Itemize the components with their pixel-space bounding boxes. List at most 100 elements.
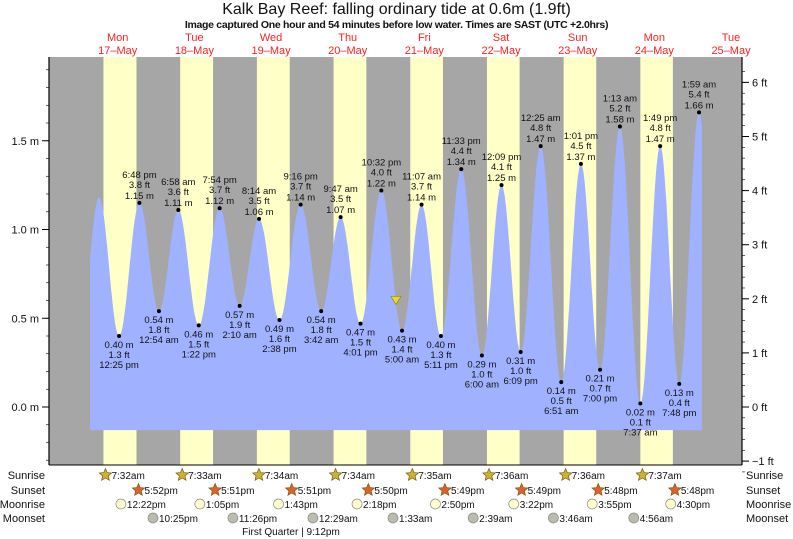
high-tide-point	[658, 144, 663, 149]
sunset-time: 5:51pm	[298, 486, 331, 497]
low-tide-meters: 0.47 m	[346, 328, 375, 339]
high-tide-feet: 4.1 ft	[491, 162, 512, 173]
sunset-icon	[437, 482, 452, 497]
low-tide-time: 3:42 am	[304, 335, 338, 346]
moon-phase-label: First Quarter | 9:12pm	[242, 527, 340, 538]
moonset-time: 10:25pm	[159, 514, 198, 525]
low-tide-time: 6:09 pm	[504, 376, 538, 387]
high-tide-meters: 1.66 m	[684, 100, 713, 111]
high-tide-point	[217, 206, 222, 211]
high-tide-point	[499, 183, 504, 188]
low-tide-time: 5:11 pm	[424, 360, 458, 371]
low-tide-point	[438, 334, 443, 338]
moonrise-icon	[430, 498, 441, 510]
moonset-time: 12:29am	[319, 514, 358, 525]
low-tide-point	[156, 309, 161, 314]
high-tide-time: 12:25 am	[521, 113, 561, 124]
high-tide-feet: 5.4 ft	[688, 89, 709, 100]
high-tide-time: 9:16 pm	[283, 172, 317, 183]
left-tick-label: 0.5 m	[11, 313, 39, 325]
moonset-icon	[467, 512, 479, 524]
low-tide-point	[237, 303, 242, 308]
low-tide-time: 7:48 pm	[662, 408, 696, 419]
low-tide-meters: 0.40 m	[426, 340, 455, 351]
sunset-row-label-right: Sunset	[746, 485, 780, 497]
low-tide-meters: 0.29 m	[467, 360, 496, 371]
high-tide-time: 6:58 am	[161, 177, 195, 188]
low-tide-time: 12:25 pm	[99, 360, 139, 371]
high-tide-feet: 3.6 ft	[168, 187, 189, 198]
high-tide-time: 8:14 am	[242, 186, 276, 197]
high-tide-feet: 4.8 ft	[530, 123, 551, 134]
high-tide-meters: 1.12 m	[205, 196, 234, 207]
right-tick-label: 2 ft	[752, 294, 767, 306]
high-tide-meters: 1.15 m	[125, 191, 154, 202]
high-tide-time: 11:33 pm	[442, 136, 481, 147]
low-tide-time: 4:01 pm	[343, 348, 377, 359]
day-date-label: 20–May	[328, 45, 368, 57]
sunrise-icon	[405, 467, 420, 482]
day-name-label: Mon	[644, 32, 665, 44]
sunset-icon	[361, 482, 376, 497]
high-tide-time: 1:13 am	[603, 94, 637, 105]
high-tide-point	[419, 202, 424, 207]
low-tide-feet: 1.4 ft	[391, 345, 412, 356]
sunset-icon	[667, 482, 682, 497]
low-tide-point	[117, 334, 122, 338]
low-tide-time: 1:22 pm	[182, 349, 216, 360]
tide-curve	[89, 112, 702, 431]
high-tide-time: 10:32 pm	[362, 157, 402, 168]
high-tide-feet: 4.4 ft	[451, 146, 472, 157]
day-name-label: Tue	[722, 32, 741, 44]
high-tide-feet: 4.5 ft	[570, 141, 591, 152]
moonrise-row-label: Moonrise	[0, 499, 45, 511]
sunset-time: 5:48pm	[681, 486, 714, 497]
high-tide-meters: 1.06 m	[244, 207, 273, 218]
right-tick-label: −1 ft	[752, 456, 774, 468]
low-tide-time: 5:00 am	[385, 355, 419, 366]
sunset-time: 5:49pm	[528, 486, 561, 497]
moonrise-icon	[273, 498, 284, 510]
right-tick-label: 4 ft	[752, 186, 767, 198]
low-tide-feet: 1.3 ft	[108, 350, 129, 361]
high-tide-meters: 1.25 m	[487, 173, 516, 184]
low-tide-feet: 1.6 ft	[269, 334, 290, 345]
high-tide-time: 1:59 am	[682, 79, 716, 90]
right-tick-label: 3 ft	[752, 240, 767, 252]
high-tide-point	[176, 207, 181, 212]
left-tick-label: 0.0 m	[11, 402, 39, 414]
low-tide-point	[277, 318, 282, 323]
low-tide-point	[677, 381, 682, 386]
sunrise-time: 7:35am	[418, 471, 451, 482]
moonrise-time: 1:43pm	[285, 500, 318, 511]
left-tick-label: 1.0 m	[11, 225, 39, 237]
day-date-label: 22–May	[481, 45, 521, 57]
day-date-label: 18–May	[175, 45, 215, 57]
right-tick-label: 5 ft	[752, 131, 767, 143]
high-tide-time: 11:07 am	[402, 172, 441, 183]
sunrise-time: 7:37am	[648, 471, 681, 482]
high-tide-point	[538, 144, 543, 149]
low-tide-meters: 0.13 m	[665, 388, 694, 399]
moonrise-icon	[586, 498, 598, 510]
sunset-icon	[514, 482, 529, 497]
high-tide-feet: 3.5 ft	[248, 196, 269, 207]
high-tide-point	[379, 188, 384, 193]
high-tide-feet: 4.8 ft	[650, 123, 671, 134]
low-tide-meters: 0.31 m	[506, 356, 535, 367]
right-tick-label: 1 ft	[752, 348, 767, 360]
moonset-icon	[387, 512, 399, 524]
sunset-time: 5:51pm	[221, 486, 254, 497]
moonset-time: 4:56am	[640, 514, 673, 525]
low-tide-point	[400, 328, 405, 333]
low-tide-time: 6:51 am	[544, 406, 578, 417]
low-tide-feet: 0.7 ft	[589, 384, 610, 395]
chart-subtitle: Image captured One hour and 54 minutes b…	[184, 19, 609, 31]
high-tide-feet: 4.0 ft	[371, 167, 392, 178]
day-date-label: 17–May	[98, 45, 138, 57]
high-tide-point	[137, 200, 142, 205]
right-tick-label: 6 ft	[752, 77, 767, 89]
moonset-row-label-right: Moonset	[746, 513, 788, 525]
moonset-time: 11:26pm	[239, 514, 277, 525]
